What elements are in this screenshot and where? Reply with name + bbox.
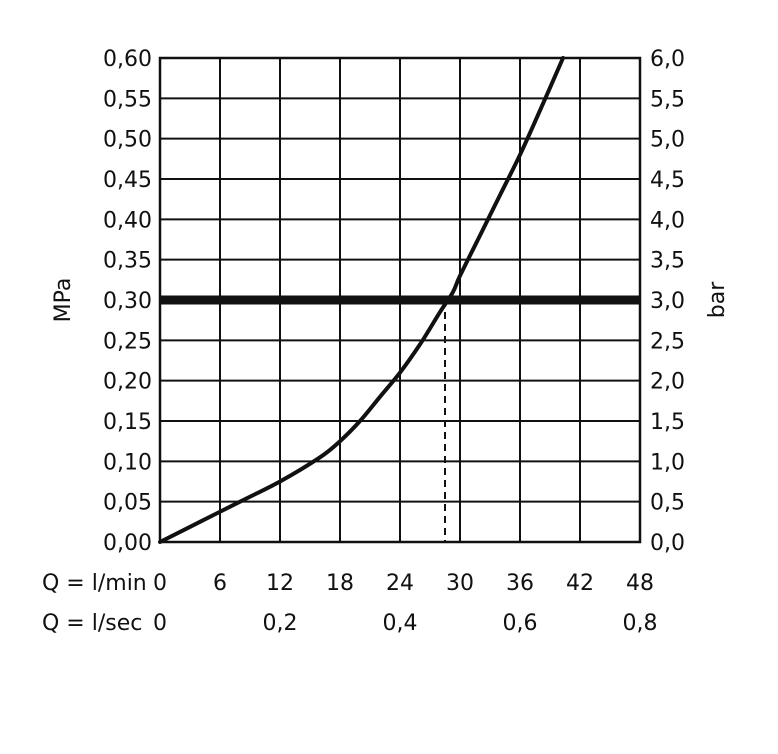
x-axis-label-primary: Q = l/min xyxy=(42,571,147,596)
x-tick-label-primary: 30 xyxy=(446,571,474,596)
x-tick-label-secondary: 0,6 xyxy=(503,611,538,636)
y-tick-label-left: 0,45 xyxy=(103,168,152,193)
y-tick-label-right: 3,0 xyxy=(650,289,685,314)
x-tick-label-primary: 36 xyxy=(506,571,534,596)
y-tick-label-left: 0,15 xyxy=(103,410,152,435)
x-tick-label-secondary: 0,4 xyxy=(383,611,418,636)
y-tick-label-right: 5,5 xyxy=(650,87,685,112)
y-tick-label-right: 6,0 xyxy=(650,47,685,72)
x-axis-label-secondary: Q = l/sec xyxy=(42,611,142,636)
y-tick-label-left: 0,10 xyxy=(103,450,152,475)
series-layer xyxy=(158,56,640,544)
y-tick-label-right: 4,5 xyxy=(650,168,685,193)
y-tick-label-right: 4,0 xyxy=(650,208,685,233)
x-tick-label-primary: 18 xyxy=(326,571,354,596)
x-tick-label-primary: 12 xyxy=(266,571,294,596)
x-tick-label-secondary: 0,8 xyxy=(623,611,658,636)
y-tick-label-right: 2,5 xyxy=(650,329,685,354)
y-tick-label-right: 3,5 xyxy=(650,249,685,274)
y-tick-label-left: 0,30 xyxy=(103,289,152,314)
x-tick-label-secondary: 0 xyxy=(153,611,167,636)
y-tick-label-right: 1,5 xyxy=(650,410,685,435)
y-tick-label-right: 1,0 xyxy=(650,450,685,475)
x-tick-label-primary: 24 xyxy=(386,571,414,596)
y-axis-title-left: MPa xyxy=(51,278,76,323)
y-tick-label-left: 0,05 xyxy=(103,491,152,516)
x-tick-label-primary: 42 xyxy=(566,571,594,596)
x-tick-label-primary: 0 xyxy=(153,571,167,596)
y-tick-label-left: 0,60 xyxy=(103,47,152,72)
y-axis-title-right: bar xyxy=(705,281,730,318)
y-tick-label-right: 0,5 xyxy=(650,491,685,516)
y-tick-label-left: 0,35 xyxy=(103,249,152,274)
y-tick-label-left: 0,50 xyxy=(103,128,152,153)
y-tick-label-right: 0,0 xyxy=(650,531,685,556)
y-tick-label-right: 2,0 xyxy=(650,370,685,395)
y-tick-label-left: 0,25 xyxy=(103,329,152,354)
x-tick-label-primary: 6 xyxy=(213,571,227,596)
x-tick-label-primary: 48 xyxy=(626,571,654,596)
y-tick-label-right: 5,0 xyxy=(650,128,685,153)
y-tick-label-left: 0,00 xyxy=(103,531,152,556)
labels-layer: MPa bar Q = l/min Q = l/sec 0,00 0,0 0,05 0… xyxy=(42,47,730,636)
y-tick-label-left: 0,40 xyxy=(103,208,152,233)
y-tick-label-left: 0,20 xyxy=(103,370,152,395)
x-tick-label-secondary: 0,2 xyxy=(263,611,298,636)
y-tick-label-left: 0,55 xyxy=(103,87,152,112)
series-line xyxy=(158,56,565,544)
